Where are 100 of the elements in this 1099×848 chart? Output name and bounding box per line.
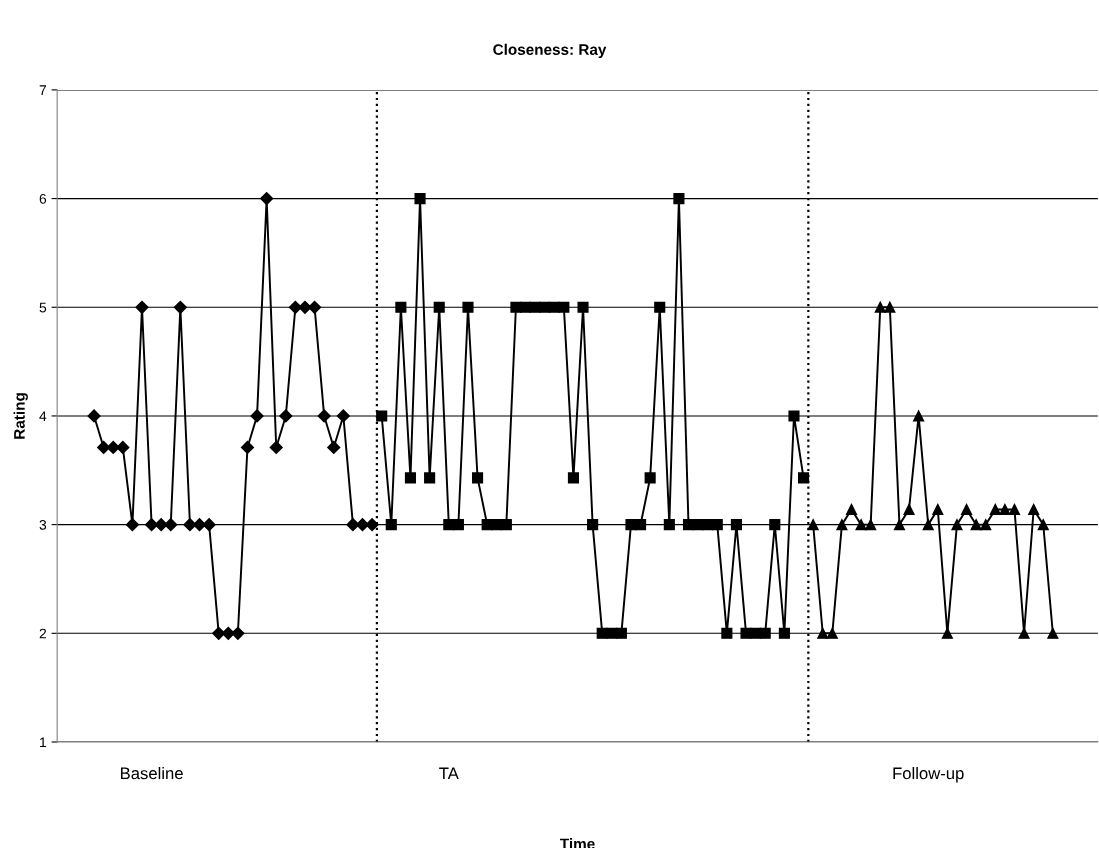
- point: [855, 519, 867, 531]
- y-tick-label: 4: [39, 411, 47, 421]
- point: [865, 519, 877, 531]
- point: [346, 518, 360, 532]
- point: [922, 519, 934, 531]
- point: [173, 300, 187, 314]
- point: [874, 301, 886, 313]
- point: [414, 193, 426, 205]
- point: [845, 503, 858, 515]
- y-tick-label: 6: [39, 193, 47, 204]
- point: [826, 627, 838, 639]
- point: [327, 440, 341, 455]
- point: [183, 518, 197, 532]
- y-tick-label: 3: [39, 519, 47, 530]
- point: [433, 301, 445, 313]
- point: [884, 301, 896, 313]
- point: [625, 519, 637, 531]
- point: [817, 627, 829, 639]
- point: [932, 503, 944, 515]
- point: [893, 519, 905, 531]
- point: [798, 472, 810, 484]
- point: [279, 409, 293, 423]
- point: [788, 410, 800, 422]
- point: [298, 300, 312, 314]
- point: [730, 519, 742, 531]
- x-tick-label: Baseline: [120, 767, 183, 780]
- point: [491, 519, 503, 531]
- point: [807, 519, 819, 531]
- point: [500, 519, 512, 531]
- point: [999, 503, 1011, 515]
- point: [654, 301, 666, 313]
- point: [663, 519, 675, 531]
- point: [154, 518, 168, 532]
- point: [769, 519, 781, 531]
- point: [615, 627, 627, 639]
- point: [903, 503, 915, 515]
- point: [87, 409, 101, 423]
- point: [673, 193, 685, 205]
- point: [970, 519, 982, 531]
- point: [365, 518, 379, 532]
- point: [1047, 627, 1059, 639]
- point: [510, 301, 522, 313]
- y-axis-title: Rating: [13, 393, 28, 439]
- y-tick-label: 7: [39, 85, 47, 95]
- point: [750, 627, 762, 639]
- point: [702, 519, 714, 531]
- point: [336, 409, 350, 423]
- point: [682, 519, 695, 531]
- point: [577, 301, 589, 313]
- point: [202, 518, 216, 532]
- point: [740, 627, 752, 639]
- point: [778, 627, 790, 639]
- point: [711, 519, 723, 531]
- point: [644, 472, 656, 484]
- point: [1037, 519, 1049, 531]
- point: [443, 519, 455, 531]
- x-tick-label: TA: [439, 767, 459, 780]
- point: [1028, 503, 1040, 515]
- point: [395, 301, 407, 313]
- point: [260, 191, 274, 206]
- point: [404, 472, 417, 484]
- point: [452, 519, 464, 531]
- point: [587, 519, 599, 531]
- y-tick-label: 2: [39, 628, 47, 639]
- point: [424, 472, 436, 484]
- point: [539, 301, 551, 313]
- point: [989, 503, 1001, 515]
- point: [472, 472, 484, 484]
- point: [759, 627, 771, 639]
- y-tick-label: 1: [40, 737, 47, 748]
- point: [231, 626, 245, 640]
- point: [125, 518, 139, 532]
- point: [307, 300, 322, 314]
- point: [240, 440, 255, 455]
- point: [250, 409, 264, 423]
- point: [721, 627, 733, 639]
- point: [558, 301, 570, 313]
- point: [519, 301, 532, 313]
- y-tick-label: 5: [39, 302, 47, 313]
- point: [913, 410, 925, 422]
- point: [164, 518, 178, 532]
- point: [288, 300, 302, 314]
- point: [116, 440, 130, 455]
- point: [385, 519, 397, 531]
- point: [941, 627, 953, 639]
- point: [462, 301, 474, 313]
- point: [269, 440, 283, 455]
- point: [135, 300, 149, 314]
- point: [317, 409, 331, 423]
- point: [635, 519, 647, 531]
- point: [980, 519, 992, 531]
- point: [567, 472, 580, 484]
- chart-title: Closeness: Ray: [493, 43, 607, 58]
- point: [376, 410, 388, 422]
- x-tick-label: Follow-up: [893, 767, 964, 783]
- point: [836, 519, 848, 531]
- point: [1008, 503, 1021, 515]
- point: [106, 440, 120, 455]
- point: [951, 519, 963, 531]
- point: [960, 503, 973, 515]
